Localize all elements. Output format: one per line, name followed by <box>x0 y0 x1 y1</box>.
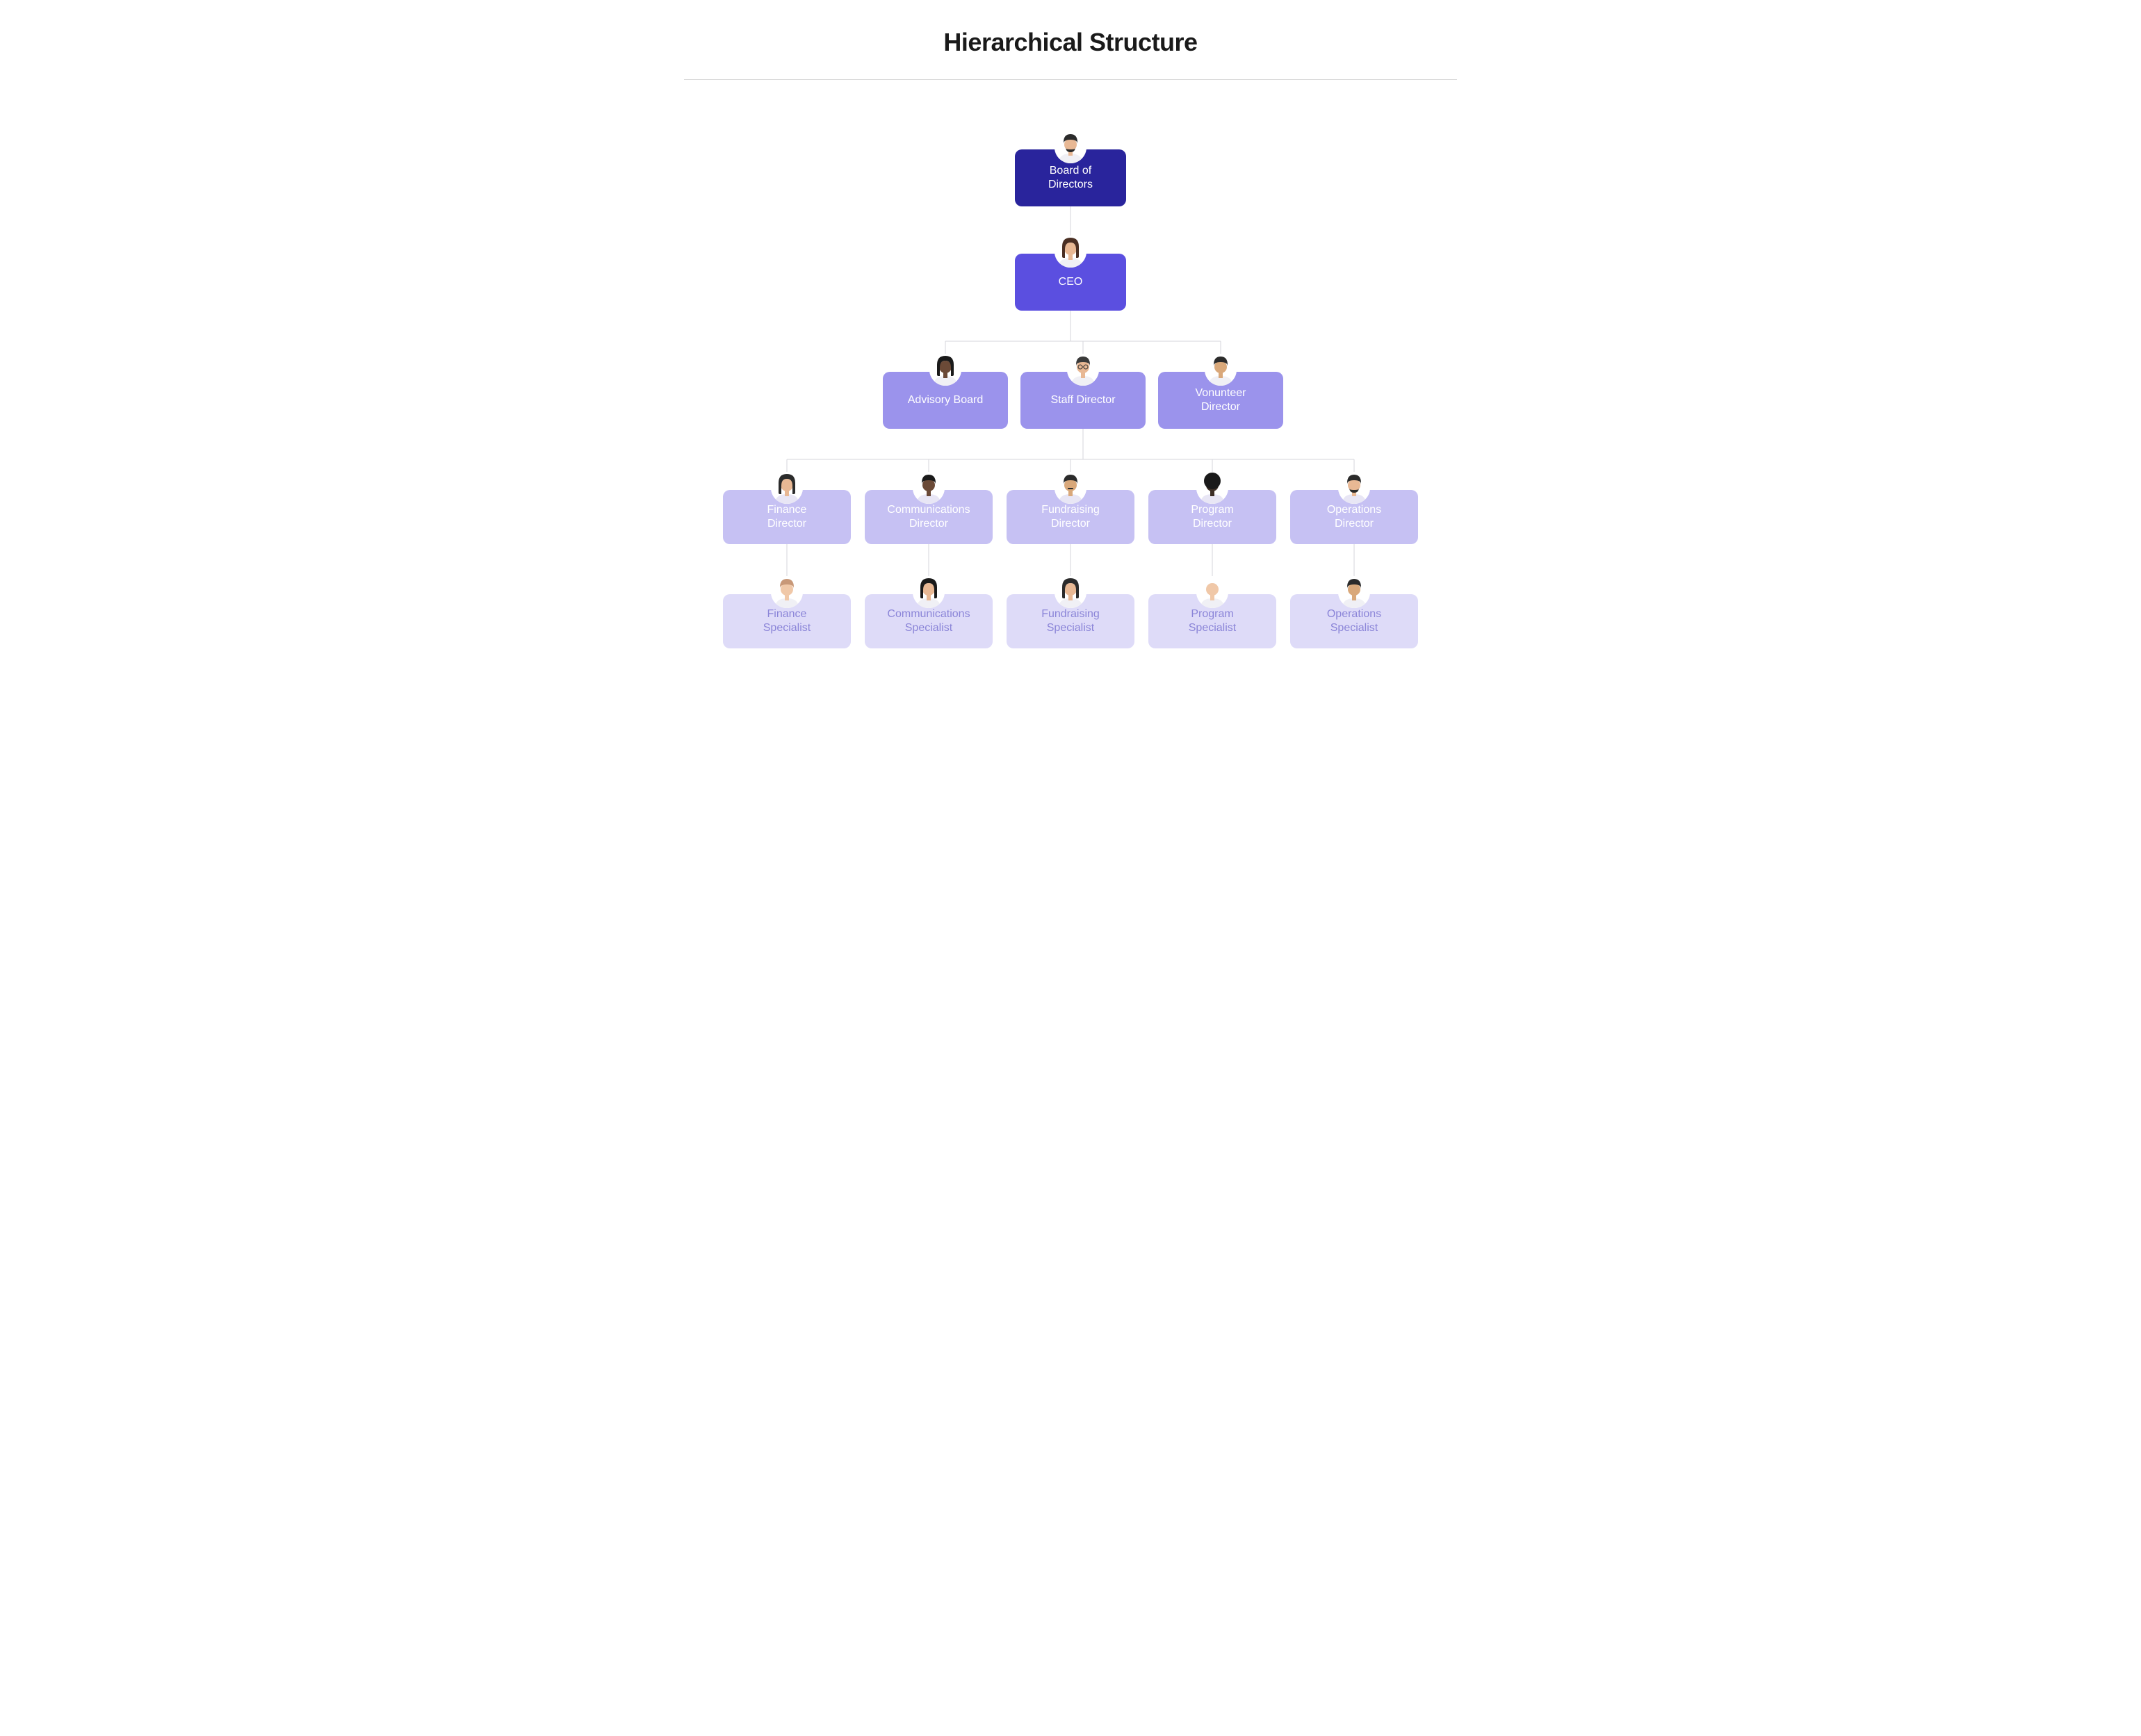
avatar-icon <box>1338 576 1370 608</box>
avatar-icon <box>771 576 803 608</box>
org-node-prog_sp: ProgramSpecialist <box>1148 594 1276 648</box>
org-node-label: CommunicationsSpecialist <box>887 607 970 635</box>
org-node-label: ProgramSpecialist <box>1189 607 1236 635</box>
org-node-com_sp: CommunicationsSpecialist <box>865 594 993 648</box>
org-node-advisory: Advisory Board <box>883 372 1008 429</box>
org-node-vonunteer: VonunteerDirector <box>1158 372 1283 429</box>
org-node-prog_dir: ProgramDirector <box>1148 490 1276 544</box>
page-title: Hierarchical Structure <box>642 28 1499 79</box>
org-node-label: VonunteerDirector <box>1196 386 1246 414</box>
avatar-icon <box>1196 576 1228 608</box>
org-node-fund_dir: FundraisingDirector <box>1007 490 1134 544</box>
org-node-label: Board ofDirectors <box>1048 164 1093 192</box>
avatar-icon <box>929 354 961 386</box>
avatar-icon <box>913 576 945 608</box>
org-node-label: ProgramDirector <box>1191 503 1233 531</box>
org-node-board: Board ofDirectors <box>1015 149 1126 206</box>
org-chart: Board ofDirectors CEO Advisory Board Staff … <box>688 136 1453 678</box>
avatar-icon <box>1055 236 1086 268</box>
org-node-label: CEO <box>1059 275 1083 289</box>
org-node-label: FundraisingDirector <box>1041 503 1100 531</box>
avatar-icon <box>1055 131 1086 163</box>
org-node-fin_sp: FinanceSpecialist <box>723 594 851 648</box>
avatar-icon <box>1196 472 1228 504</box>
divider <box>684 79 1457 80</box>
org-node-label: Advisory Board <box>908 393 984 407</box>
avatar-icon <box>913 472 945 504</box>
org-node-ops_dir: OperationsDirector <box>1290 490 1418 544</box>
org-node-fund_sp: FundraisingSpecialist <box>1007 594 1134 648</box>
avatar-icon <box>1067 354 1099 386</box>
avatar-icon <box>771 472 803 504</box>
org-node-staff: Staff Director <box>1020 372 1146 429</box>
org-node-label: FinanceSpecialist <box>763 607 811 635</box>
org-node-label: CommunicationsDirector <box>887 503 970 531</box>
org-node-ceo: CEO <box>1015 254 1126 311</box>
avatar-icon <box>1055 576 1086 608</box>
org-node-label: OperationsDirector <box>1327 503 1381 531</box>
org-node-label: FinanceDirector <box>767 503 807 531</box>
org-node-label: FundraisingSpecialist <box>1041 607 1100 635</box>
org-node-ops_sp: OperationsSpecialist <box>1290 594 1418 648</box>
org-node-com_dir: CommunicationsDirector <box>865 490 993 544</box>
avatar-icon <box>1338 472 1370 504</box>
avatar-icon <box>1055 472 1086 504</box>
avatar-icon <box>1205 354 1237 386</box>
org-node-label: OperationsSpecialist <box>1327 607 1381 635</box>
org-node-fin_dir: FinanceDirector <box>723 490 851 544</box>
org-node-label: Staff Director <box>1050 393 1115 407</box>
